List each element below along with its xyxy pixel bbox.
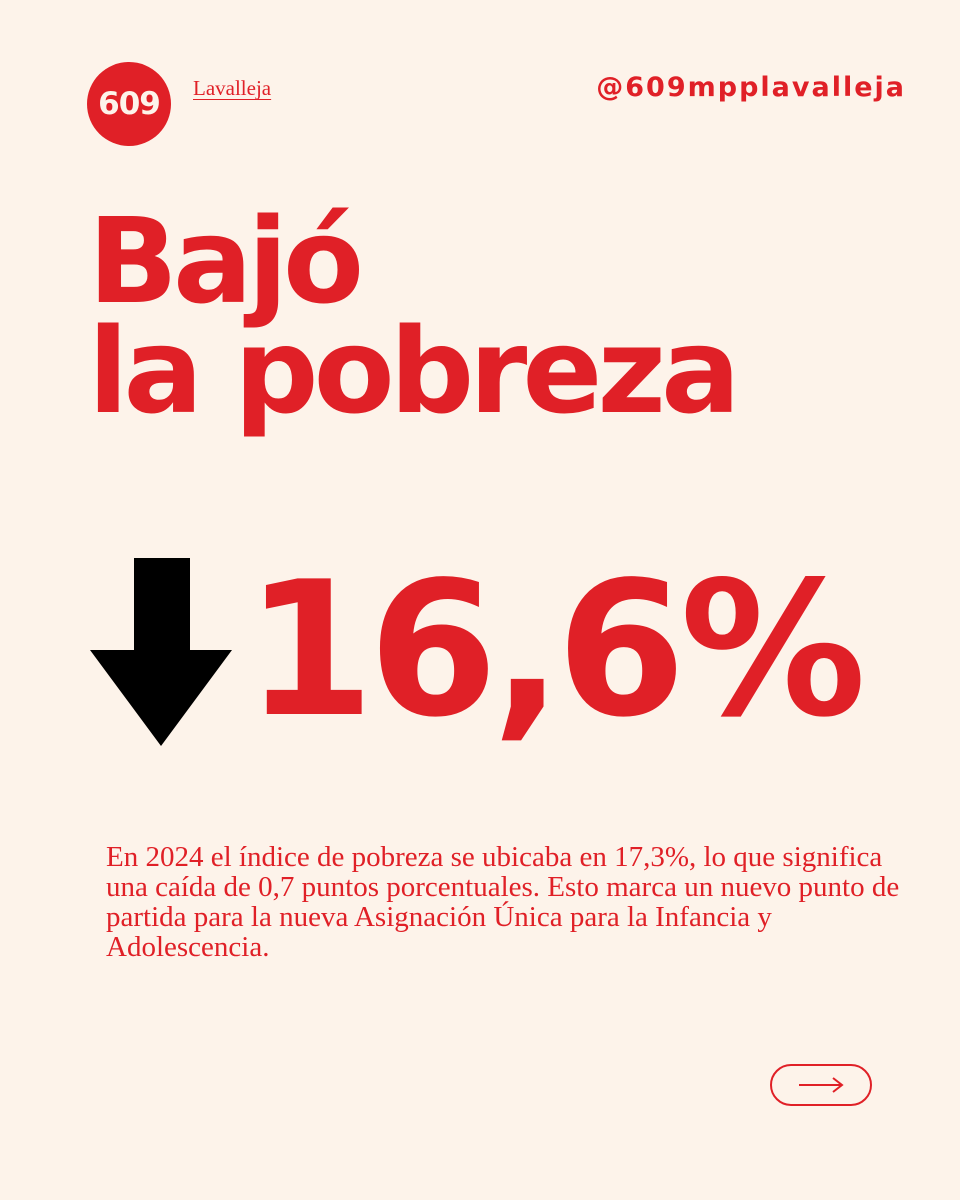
- poverty-rate-value: 16,6%: [245, 541, 866, 758]
- arrow-down-icon: [90, 558, 232, 746]
- arrow-right-icon: [799, 1077, 844, 1093]
- body-text: En 2024 el índice de pobreza se ubicaba …: [106, 841, 900, 963]
- social-handle: @609mpplavalleja: [596, 72, 906, 103]
- logo: 609: [87, 62, 171, 146]
- org-name[interactable]: Lavalleja: [193, 76, 272, 100]
- headline-line-1: Bajó: [88, 192, 364, 330]
- logo-text: 609: [98, 86, 161, 122]
- headline-line-2: la pobreza: [88, 302, 741, 440]
- next-button[interactable]: [770, 1064, 872, 1106]
- headline: Bajó la pobreza: [88, 192, 741, 440]
